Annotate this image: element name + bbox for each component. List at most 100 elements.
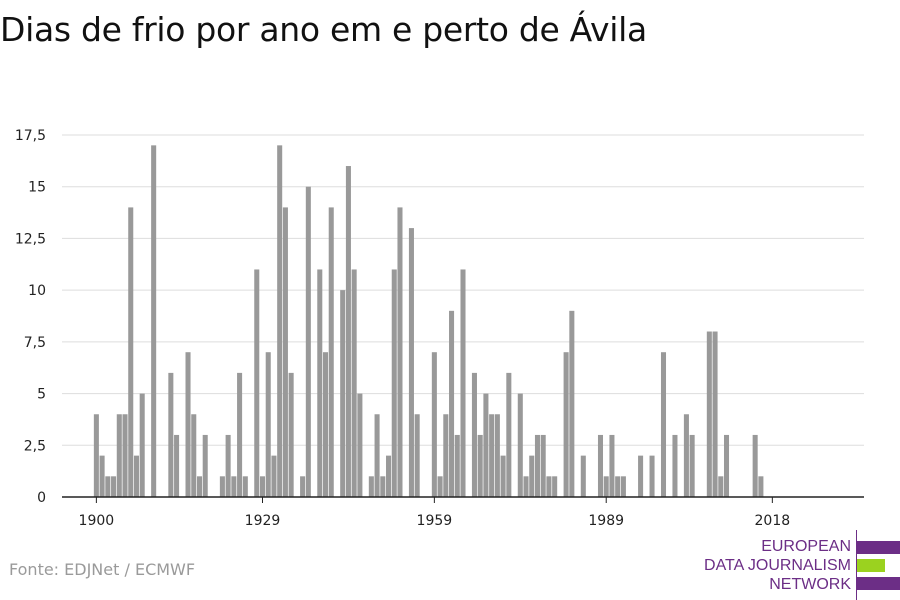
- bar-1943: [340, 290, 346, 497]
- chart-title: Dias de frio por ano em e perto de Ávila: [0, 10, 647, 49]
- bar-1939: [317, 269, 323, 497]
- source-note: Fonte: EDJNet / ECMWF: [9, 560, 196, 579]
- bar-1978: [540, 434, 546, 497]
- bar-1982: [563, 352, 569, 497]
- bar-1975: [523, 476, 529, 497]
- y-tick-label: 12,5: [15, 231, 46, 247]
- bar-1928: [254, 269, 260, 497]
- y-tick-label: 17,5: [15, 128, 46, 144]
- y-tick-label: 5: [37, 387, 46, 403]
- bar-1902: [105, 476, 111, 497]
- bar-1963: [454, 434, 460, 497]
- bar-1900: [93, 414, 99, 497]
- bar-2016: [758, 476, 764, 497]
- bar-2008: [712, 331, 718, 497]
- bar-1970: [494, 414, 500, 497]
- bar-1931: [271, 455, 277, 497]
- bar-1908: [139, 393, 145, 497]
- edjnet-logo: EUROPEAN DATA JOURNALISM NETWORK: [700, 530, 900, 600]
- bar-1930: [265, 352, 271, 497]
- logo-bar-green: [857, 559, 885, 572]
- bar-1964: [460, 269, 466, 497]
- bar-1906: [128, 207, 134, 497]
- bar-1907: [133, 455, 139, 497]
- bar-1955: [408, 228, 414, 498]
- bar-2001: [672, 434, 678, 497]
- bar-2009: [718, 476, 724, 497]
- bar-2007: [706, 331, 712, 497]
- bar-1934: [288, 372, 294, 497]
- x-tick-label: 1989: [588, 513, 624, 529]
- x-tick-label: 1929: [245, 513, 281, 529]
- bar-1932: [277, 145, 283, 498]
- y-tick-label: 0: [37, 490, 46, 506]
- bar-1980: [552, 476, 558, 497]
- bar-2003: [683, 414, 689, 497]
- bar-1976: [529, 455, 535, 497]
- bar-1950: [380, 476, 386, 497]
- bar-1949: [374, 414, 380, 497]
- logo-bar-purple-top: [857, 541, 900, 554]
- bar-1985: [580, 455, 586, 497]
- bar-1923: [225, 434, 231, 497]
- bar-1967: [477, 434, 483, 497]
- bar-1999: [660, 352, 667, 497]
- bar-1945: [351, 269, 357, 497]
- bar-1903: [111, 476, 117, 497]
- bar-1901: [99, 455, 105, 497]
- bar-1953: [397, 207, 403, 497]
- bar-1910: [151, 145, 157, 498]
- bar-1977: [534, 434, 540, 497]
- x-tick-label: 1900: [79, 513, 115, 529]
- bar-1992: [620, 476, 626, 497]
- bar-1941: [328, 207, 334, 497]
- y-tick-label: 2,5: [24, 438, 46, 454]
- bar-1997: [649, 455, 655, 497]
- logo-bar-purple-bottom: [857, 577, 900, 590]
- bar-1991: [615, 476, 621, 497]
- bars: [93, 145, 764, 498]
- bar-1959: [431, 352, 437, 497]
- bar-1904: [116, 414, 122, 497]
- y-tick-label: 7,5: [24, 335, 46, 351]
- bar-1929: [259, 476, 266, 497]
- bar-1971: [500, 455, 506, 497]
- bar-1925: [237, 372, 243, 497]
- bar-1983: [569, 310, 575, 497]
- logo-line-2: DATA JOURNALISM: [704, 557, 851, 574]
- bar-1914: [174, 434, 180, 497]
- bar-1960: [437, 476, 443, 497]
- bar-1966: [471, 372, 477, 497]
- x-tick-label: 2018: [755, 513, 791, 529]
- y-tick-label: 10: [28, 283, 46, 299]
- bar-1916: [185, 352, 191, 497]
- logo-line-3: NETWORK: [769, 576, 851, 593]
- bar-1952: [391, 269, 397, 497]
- bar-1922: [219, 476, 225, 497]
- logo-line-1: EUROPEAN: [761, 538, 851, 555]
- bar-2010: [723, 434, 730, 497]
- y-tick-label: 15: [28, 180, 46, 196]
- bar-1995: [638, 455, 644, 497]
- bar-1917: [191, 414, 197, 497]
- x-axis-ticks: 1900 1929 1959 1989 2018: [79, 497, 791, 529]
- bar-1956: [414, 414, 420, 497]
- bar-1926: [242, 476, 248, 497]
- bar-1951: [386, 455, 392, 497]
- bar-1936: [300, 476, 306, 497]
- bar-1905: [122, 414, 128, 497]
- bar-1972: [506, 372, 512, 497]
- bar-1961: [443, 414, 449, 497]
- bar-1918: [196, 476, 203, 497]
- bar-1924: [231, 476, 237, 497]
- x-tick-label: 1959: [417, 513, 453, 529]
- logo-divider: [856, 530, 857, 600]
- bar-1919: [202, 434, 208, 497]
- bar-2015: [752, 434, 758, 497]
- bar-1979: [546, 476, 552, 497]
- bar-1968: [483, 393, 489, 497]
- bar-2004: [689, 434, 695, 497]
- bar-1948: [368, 476, 374, 497]
- bar-1937: [305, 186, 311, 497]
